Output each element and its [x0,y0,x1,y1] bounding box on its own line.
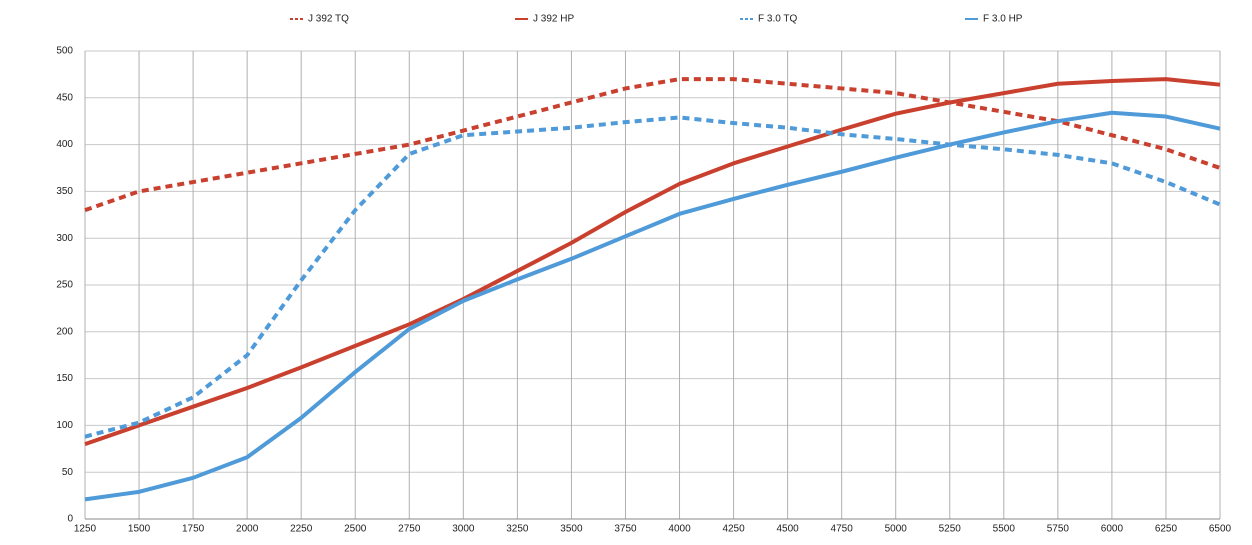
x-tick-label: 2250 [290,524,313,535]
x-tick-label: 6000 [1101,524,1124,535]
x-tick-label: 1500 [128,524,151,535]
y-tick-label: 150 [56,373,73,384]
y-tick-label: 300 [56,233,73,244]
x-tick-label: 3750 [614,524,637,535]
x-tick-label: 4750 [831,524,854,535]
x-tick-label: 3250 [506,524,529,535]
legend-label: J 392 TQ [308,14,349,25]
legend-label: J 392 HP [533,14,574,25]
x-tick-label: 2500 [344,524,367,535]
x-tick-label: 1750 [182,524,205,535]
y-tick-label: 100 [56,420,73,431]
x-tick-label: 5000 [885,524,908,535]
series-line [84,77,1221,213]
x-tick-label: 4500 [776,524,799,535]
x-tick-label: 5500 [993,524,1016,535]
x-tick-label: 4250 [722,524,745,535]
y-tick-label: 500 [56,46,73,57]
x-tick-label: 2750 [398,524,421,535]
x-tick-label: 4000 [668,524,691,535]
series-line [84,110,1221,502]
x-tick-label: 1250 [74,524,97,535]
x-tick-label: 6250 [1155,524,1178,535]
legend-label: F 3.0 HP [983,14,1023,25]
x-tick-label: 6500 [1209,524,1232,535]
legend-label: F 3.0 TQ [758,14,797,25]
y-tick-label: 250 [56,280,73,291]
y-tick-label: 50 [62,467,74,478]
x-tick-label: 5750 [1047,524,1070,535]
y-tick-label: 450 [56,92,73,103]
x-tick-label: 2000 [236,524,259,535]
x-tick-label: 3500 [560,524,583,535]
y-tick-label: 400 [56,139,73,150]
x-tick-label: 3000 [452,524,475,535]
x-tick-label: 5250 [939,524,962,535]
y-tick-label: 350 [56,186,73,197]
series-line [84,115,1221,439]
series-line [84,77,1221,447]
y-tick-label: 0 [67,514,73,525]
y-tick-label: 200 [56,326,73,337]
